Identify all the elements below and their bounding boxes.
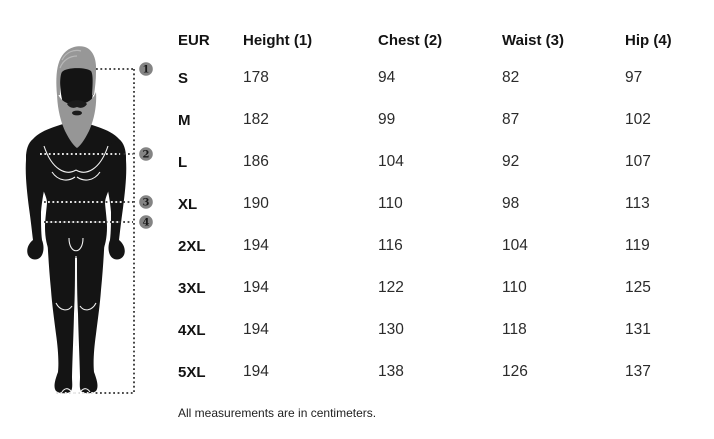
chest-value: 110 <box>378 195 403 213</box>
table-row-m: M 182 99 87 102 <box>178 99 698 141</box>
chest-value: 104 <box>378 153 404 171</box>
body-measurement-diagram: 1 2 3 4 <box>0 0 160 434</box>
table-row-xl: XL 190 110 98 113 <box>178 183 698 225</box>
height-value: 194 <box>243 237 269 255</box>
height-value: 194 <box>243 363 269 381</box>
chest-value: 116 <box>378 237 403 255</box>
measurement-lines <box>40 68 135 394</box>
marker-1-label: 1 <box>143 65 150 76</box>
size-label: 2XL <box>178 237 206 255</box>
table-row-3xl: 3XL 194 122 110 125 <box>178 267 698 309</box>
hip-value: 102 <box>625 111 651 129</box>
size-label: XL <box>178 195 198 213</box>
size-label: L <box>178 153 188 171</box>
hip-value: 119 <box>625 237 650 255</box>
height-value: 178 <box>243 69 269 87</box>
table-row-2xl: 2XL 194 116 104 119 <box>178 225 698 267</box>
hip-value: 107 <box>625 153 651 171</box>
size-table: EUR Height (1) Chest (2) Waist (3) Hip (… <box>178 24 698 420</box>
marker-3-label: 3 <box>143 198 150 209</box>
column-header-height: Height (1) <box>243 32 313 49</box>
beard <box>57 92 97 148</box>
size-label: 5XL <box>178 363 206 381</box>
chest-value: 138 <box>378 363 404 381</box>
table-header-row: EUR Height (1) Chest (2) Waist (3) Hip (… <box>178 24 698 57</box>
waist-value: 82 <box>502 69 520 87</box>
measure-marker-1: 1 <box>139 62 153 76</box>
body-silhouette-icon <box>25 46 127 394</box>
measure-marker-3: 3 <box>139 195 153 209</box>
body-diagram-svg: 1 2 3 4 <box>25 46 153 394</box>
hair <box>56 46 97 95</box>
table-row-s: S 178 94 82 97 <box>178 57 698 99</box>
waist-value: 110 <box>502 279 527 297</box>
size-label: S <box>178 69 189 87</box>
marker-2-label: 2 <box>143 150 150 161</box>
column-header-waist: Waist (3) <box>502 32 564 49</box>
height-value: 186 <box>243 153 269 171</box>
chest-value: 99 <box>378 111 396 129</box>
measurements-footnote: All measurements are in centimeters. <box>178 406 377 420</box>
hip-value: 125 <box>625 279 651 297</box>
marker-4-label: 4 <box>143 218 150 229</box>
column-header-chest: Chest (2) <box>378 32 443 49</box>
hip-value: 97 <box>625 69 643 87</box>
waist-value: 118 <box>502 321 527 339</box>
height-value: 190 <box>243 195 269 213</box>
hip-value: 137 <box>625 363 651 381</box>
measure-marker-4: 4 <box>139 215 153 229</box>
waist-value: 104 <box>502 237 528 255</box>
size-label: 3XL <box>178 279 206 297</box>
measure-marker-2: 2 <box>139 147 153 161</box>
hair-highlight <box>59 49 82 69</box>
waist-value: 98 <box>502 195 520 213</box>
waist-value: 126 <box>502 363 528 381</box>
hip-value: 131 <box>625 321 651 339</box>
size-label: M <box>178 111 191 129</box>
waist-value: 87 <box>502 111 520 129</box>
waist-value: 92 <box>502 153 520 171</box>
hip-value: 113 <box>625 195 650 213</box>
chest-value: 94 <box>378 69 396 87</box>
size-label: 4XL <box>178 321 206 339</box>
column-header-eur: EUR <box>178 32 210 49</box>
height-value: 182 <box>243 111 269 129</box>
table-row-l: L 186 104 92 107 <box>178 141 698 183</box>
mustache <box>67 100 87 108</box>
mouth <box>72 110 82 116</box>
table-row-5xl: 5XL 194 138 126 137 <box>178 351 698 393</box>
height-value: 194 <box>243 321 269 339</box>
height-value: 194 <box>243 279 269 297</box>
column-header-hip: Hip (4) <box>625 32 672 49</box>
chest-value: 122 <box>378 279 404 297</box>
body-contours <box>43 145 109 393</box>
chest-value: 130 <box>378 321 404 339</box>
table-row-4xl: 4XL 194 130 118 131 <box>178 309 698 351</box>
